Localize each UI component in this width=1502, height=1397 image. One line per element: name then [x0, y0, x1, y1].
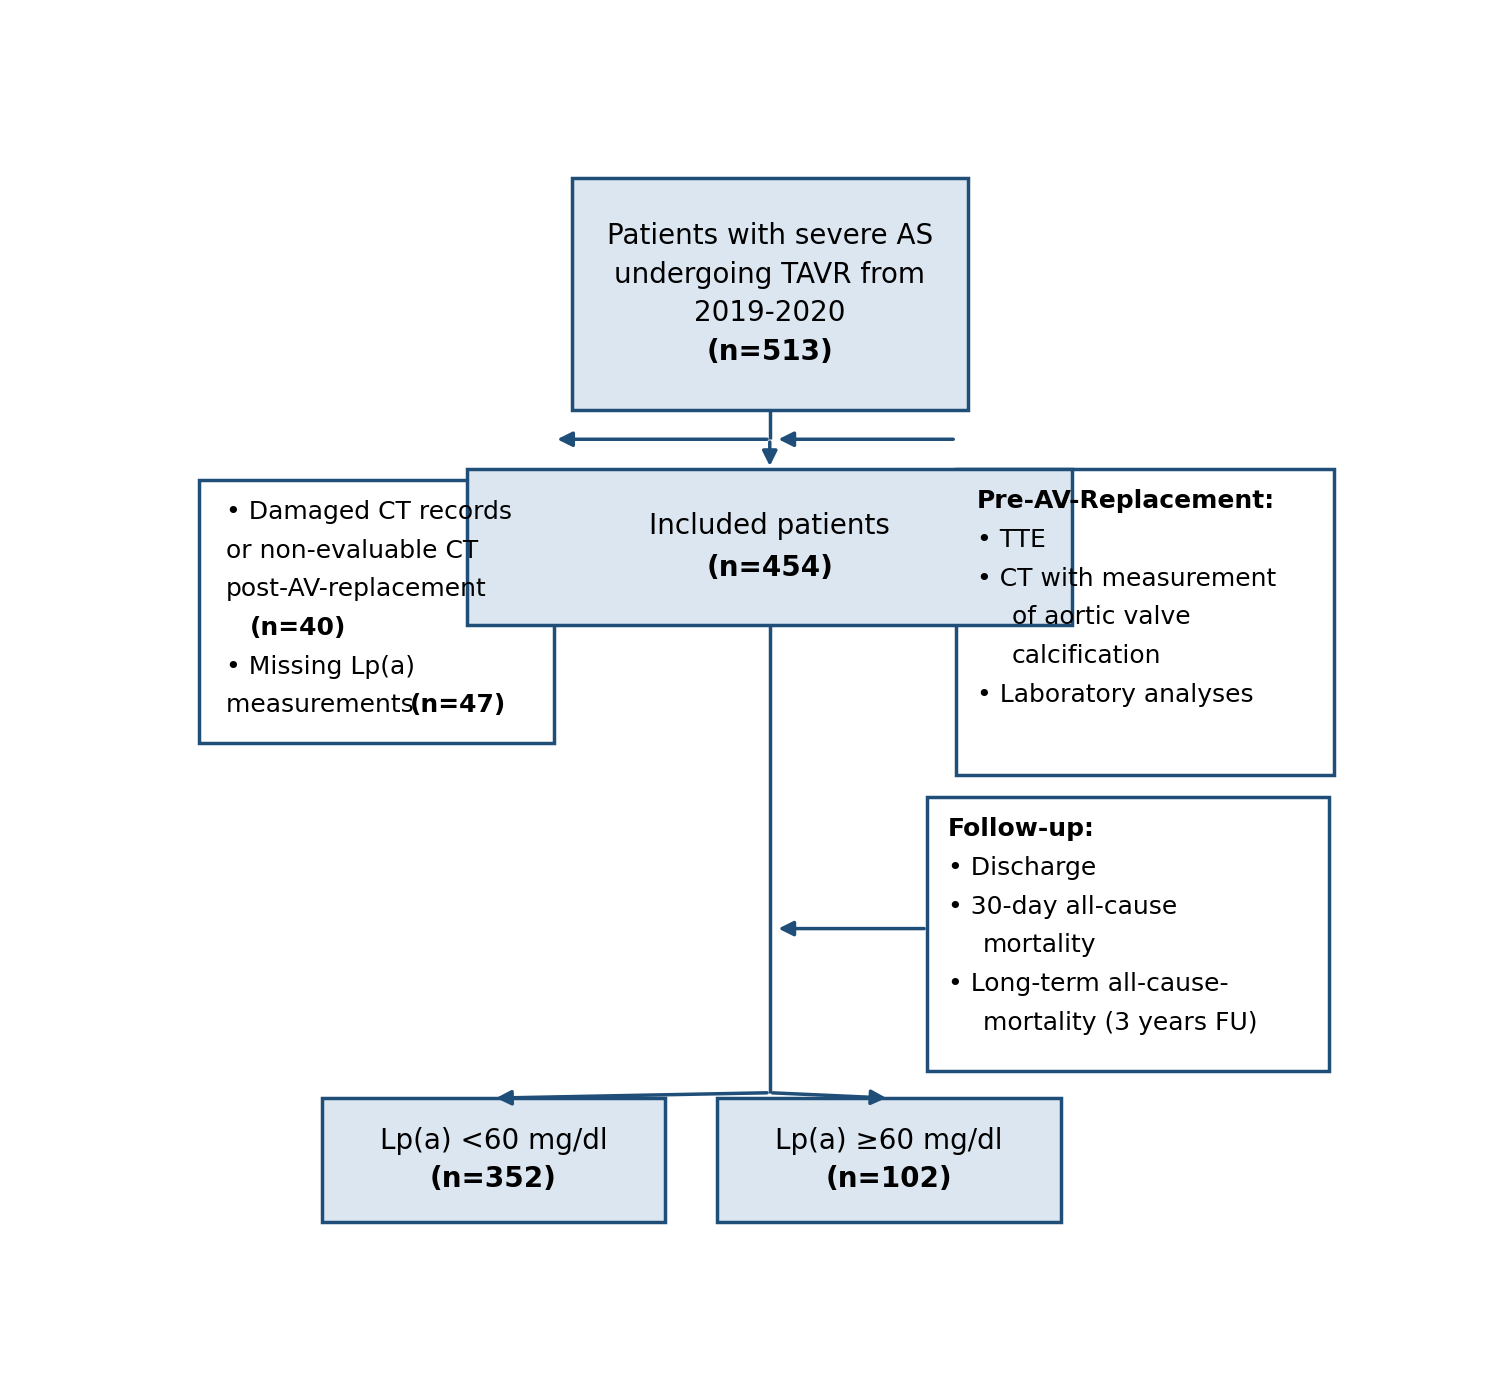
Text: • Laboratory analyses: • Laboratory analyses: [976, 683, 1254, 707]
Text: 2019-2020: 2019-2020: [694, 299, 846, 327]
Text: (n=47): (n=47): [410, 693, 506, 718]
Text: post-AV-replacement: post-AV-replacement: [227, 577, 487, 601]
Text: measurements: measurements: [227, 693, 422, 718]
Text: • Damaged CT records: • Damaged CT records: [227, 500, 512, 524]
Text: Included patients: Included patients: [649, 511, 891, 539]
Text: (n=352): (n=352): [430, 1165, 557, 1193]
FancyBboxPatch shape: [467, 469, 1072, 624]
Text: Pre-AV-Replacement:: Pre-AV-Replacement:: [976, 489, 1275, 513]
Text: calcification: calcification: [1012, 644, 1161, 668]
FancyBboxPatch shape: [957, 469, 1334, 775]
Text: undergoing TAVR from: undergoing TAVR from: [614, 261, 925, 289]
FancyBboxPatch shape: [321, 1098, 665, 1222]
Text: • CT with measurement: • CT with measurement: [976, 567, 1277, 591]
FancyBboxPatch shape: [927, 796, 1329, 1071]
Text: Lp(a) ≥60 mg/dl: Lp(a) ≥60 mg/dl: [775, 1126, 1003, 1154]
Text: mortality: mortality: [982, 933, 1096, 957]
Text: • Missing Lp(a): • Missing Lp(a): [227, 655, 415, 679]
Text: or non-evaluable CT: or non-evaluable CT: [227, 539, 479, 563]
Text: • TTE: • TTE: [976, 528, 1045, 552]
Text: Lp(a) <60 mg/dl: Lp(a) <60 mg/dl: [380, 1126, 607, 1154]
Text: • Discharge: • Discharge: [948, 856, 1096, 880]
Text: mortality (3 years FU): mortality (3 years FU): [982, 1011, 1257, 1035]
Text: Patients with severe AS: Patients with severe AS: [607, 222, 933, 250]
Text: Follow-up:: Follow-up:: [948, 817, 1095, 841]
Text: (n=102): (n=102): [826, 1165, 952, 1193]
Text: • 30-day all-cause: • 30-day all-cause: [948, 894, 1178, 919]
FancyBboxPatch shape: [200, 479, 554, 743]
Text: (n=40): (n=40): [249, 616, 345, 640]
Text: of aortic valve: of aortic valve: [1012, 605, 1191, 629]
FancyBboxPatch shape: [718, 1098, 1060, 1222]
Text: (n=513): (n=513): [706, 338, 834, 366]
Text: • Long-term all-cause-: • Long-term all-cause-: [948, 972, 1229, 996]
FancyBboxPatch shape: [572, 179, 967, 409]
Text: (n=454): (n=454): [706, 555, 834, 583]
